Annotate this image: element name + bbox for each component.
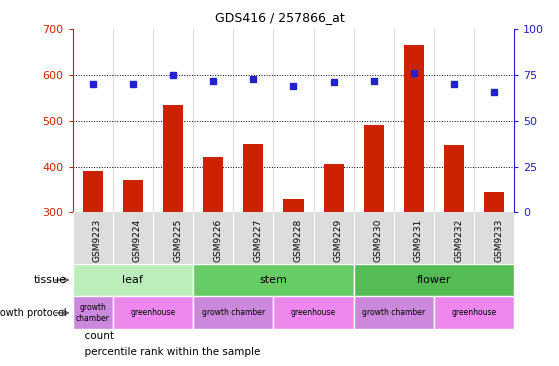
Bar — [193, 264, 354, 296]
Text: greenhouse: greenhouse — [291, 309, 336, 317]
Bar — [354, 296, 434, 329]
Text: GSM9228: GSM9228 — [293, 219, 302, 262]
Text: GSM9226: GSM9226 — [213, 219, 222, 262]
Text: GDS416 / 257866_at: GDS416 / 257866_at — [215, 11, 344, 24]
Text: GSM9233: GSM9233 — [494, 219, 503, 262]
Bar — [404, 45, 424, 212]
Text: growth chamber: growth chamber — [202, 309, 265, 317]
Text: GSM9231: GSM9231 — [414, 219, 423, 262]
Bar — [444, 145, 464, 212]
Text: GSM9229: GSM9229 — [334, 219, 343, 262]
Text: GSM9232: GSM9232 — [454, 219, 463, 262]
Text: growth protocol: growth protocol — [0, 308, 67, 318]
Bar — [203, 157, 223, 212]
Text: GSM9223: GSM9223 — [93, 219, 102, 262]
Bar — [324, 164, 344, 212]
Text: percentile rank within the sample: percentile rank within the sample — [78, 347, 260, 356]
Bar — [273, 296, 354, 329]
Text: flower: flower — [417, 275, 451, 285]
Bar — [243, 143, 263, 212]
Bar — [193, 296, 273, 329]
Text: GSM9227: GSM9227 — [253, 219, 262, 262]
Text: count: count — [78, 331, 114, 341]
Text: GSM9225: GSM9225 — [173, 219, 182, 262]
Text: stem: stem — [259, 275, 287, 285]
Bar — [83, 171, 103, 212]
Text: growth chamber: growth chamber — [362, 309, 425, 317]
Text: leaf: leaf — [122, 275, 143, 285]
Bar — [73, 264, 193, 296]
Bar — [113, 296, 193, 329]
Text: GSM9230: GSM9230 — [374, 219, 383, 262]
Text: greenhouse: greenhouse — [130, 309, 176, 317]
Bar — [123, 180, 143, 212]
Bar — [163, 105, 183, 212]
Bar — [434, 296, 514, 329]
Bar — [283, 198, 304, 212]
Text: GSM9224: GSM9224 — [133, 219, 142, 262]
Text: growth
chamber: growth chamber — [76, 303, 110, 323]
Bar — [354, 264, 514, 296]
Bar — [484, 192, 504, 212]
Bar — [73, 296, 113, 329]
Text: greenhouse: greenhouse — [452, 309, 497, 317]
Text: tissue: tissue — [34, 275, 67, 285]
Bar — [364, 125, 384, 212]
